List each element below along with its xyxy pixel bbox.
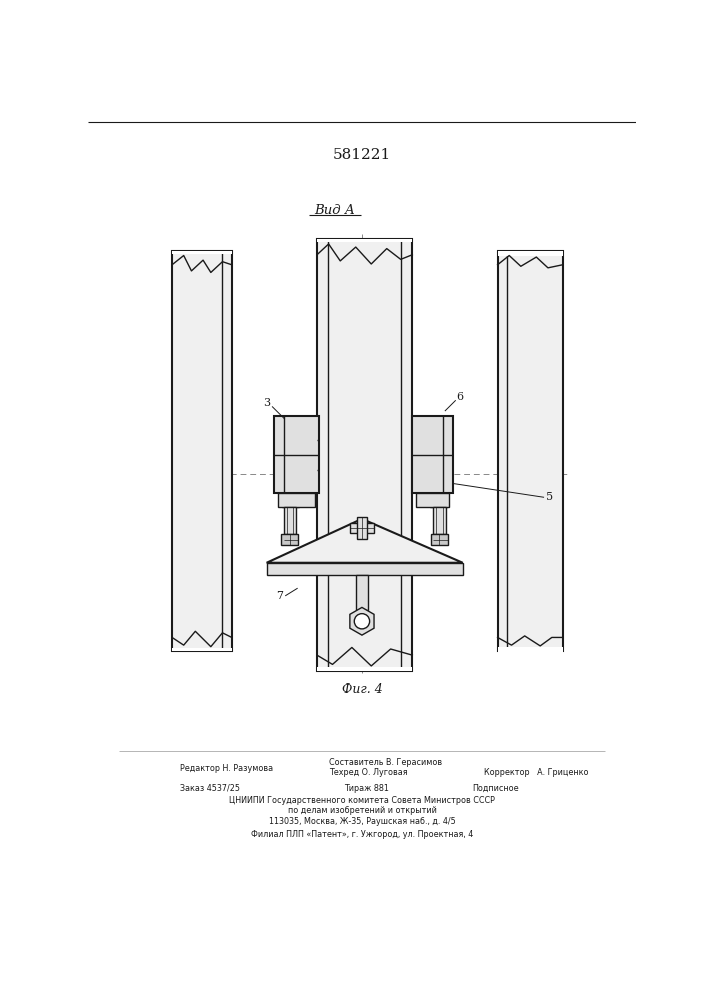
Bar (498, 647, 563, 653)
Bar (279, 493, 315, 507)
Text: Заказ 4537/25: Заказ 4537/25 (180, 784, 240, 793)
Text: Вид А: Вид А (315, 204, 355, 217)
Bar (351, 523, 373, 533)
Text: 113035, Москва, Ж-35, Раушская наб., д. 4/5: 113035, Москва, Ж-35, Раушская наб., д. … (269, 817, 455, 826)
Bar (172, 648, 232, 651)
Text: 5: 5 (546, 492, 553, 502)
Bar (412, 416, 452, 493)
Bar (282, 493, 299, 507)
Text: Редактор Н. Разумова: Редактор Н. Разумова (180, 764, 273, 773)
Bar (498, 251, 563, 256)
Bar (317, 239, 412, 671)
Bar (172, 251, 232, 651)
Bar (281, 534, 298, 545)
Text: Филиал ПЛП «Патент», г. Ужгород, ул. Проектная, 4: Филиал ПЛП «Патент», г. Ужгород, ул. Про… (251, 830, 473, 839)
Polygon shape (350, 607, 374, 635)
Text: по делам изобретений и открытий: по делам изобретений и открытий (288, 806, 436, 815)
Text: ЦНИИПИ Государственного комитета Совета Министров СССР: ЦНИИПИ Государственного комитета Совета … (229, 796, 495, 805)
Bar (430, 493, 448, 507)
Bar (433, 507, 445, 534)
Text: 3: 3 (263, 398, 270, 408)
Bar (317, 667, 412, 671)
Text: 581221: 581221 (333, 148, 391, 162)
Text: Техред О. Луговая: Техред О. Луговая (329, 768, 407, 777)
Bar (498, 251, 563, 651)
Text: Тираж 881: Тираж 881 (344, 784, 389, 793)
Text: Подписное: Подписное (472, 784, 519, 793)
Text: 6: 6 (457, 392, 464, 402)
Text: Составитель В. Герасимов: Составитель В. Герасимов (329, 758, 442, 767)
Bar (317, 239, 412, 242)
Bar (416, 493, 449, 507)
Bar (356, 575, 368, 610)
Bar (267, 563, 462, 575)
Bar (357, 517, 367, 539)
Circle shape (354, 614, 370, 629)
Text: Корректор   А. Гриценко: Корректор А. Гриценко (484, 768, 588, 777)
Bar (172, 251, 232, 254)
Bar (431, 534, 448, 545)
Polygon shape (267, 519, 462, 563)
Text: Фиг. 4: Фиг. 4 (341, 683, 382, 696)
Bar (274, 416, 319, 493)
Bar (284, 507, 296, 534)
Text: 7: 7 (276, 591, 284, 601)
